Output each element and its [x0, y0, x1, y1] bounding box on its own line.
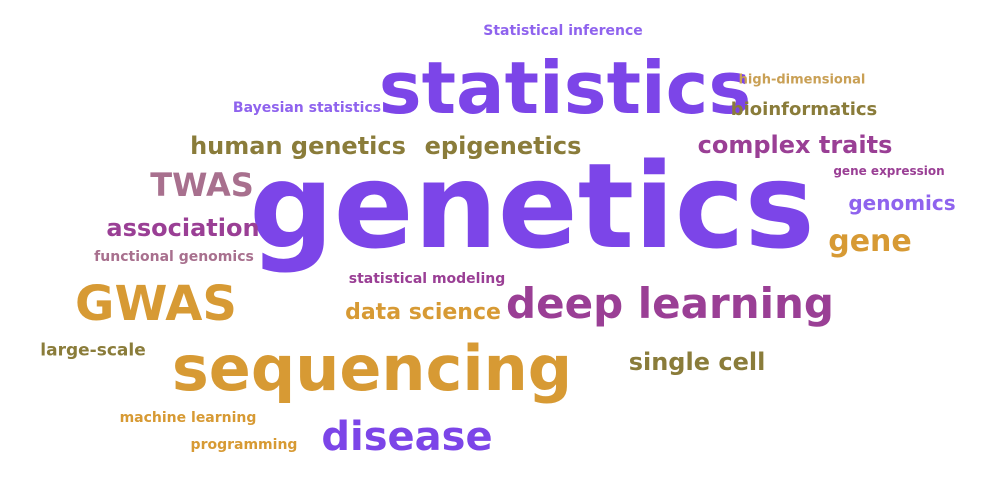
word-23: high-dimensional [738, 72, 866, 88]
word-0: genetics [249, 137, 815, 275]
word-5: disease [321, 414, 493, 460]
word-22: Statistical inference [483, 23, 643, 39]
word-18: statistical modeling [348, 271, 506, 287]
word-12: single cell [628, 348, 766, 376]
word-17: functional genomics [94, 249, 254, 265]
word-11: association [106, 214, 260, 242]
word-9: epigenetics [424, 132, 582, 160]
word-10: complex traits [697, 131, 893, 159]
word-15: bioinformatics [730, 99, 878, 120]
word-2: sequencing [171, 332, 573, 405]
word-21: programming [190, 437, 298, 453]
word-6: TWAS [150, 166, 254, 204]
word-19: Bayesian statistics [232, 100, 382, 116]
word-14: genomics [848, 191, 956, 215]
word-24: gene expression [833, 164, 945, 178]
word-13: data science [345, 300, 501, 325]
word-4: GWAS [75, 276, 237, 332]
word-20: machine learning [119, 410, 257, 426]
word-8: human genetics [190, 132, 406, 160]
word-3: deep learning [506, 279, 834, 328]
word-16: large-scale [40, 340, 146, 361]
word-7: gene [828, 224, 912, 259]
word-1: statistics [378, 46, 752, 130]
